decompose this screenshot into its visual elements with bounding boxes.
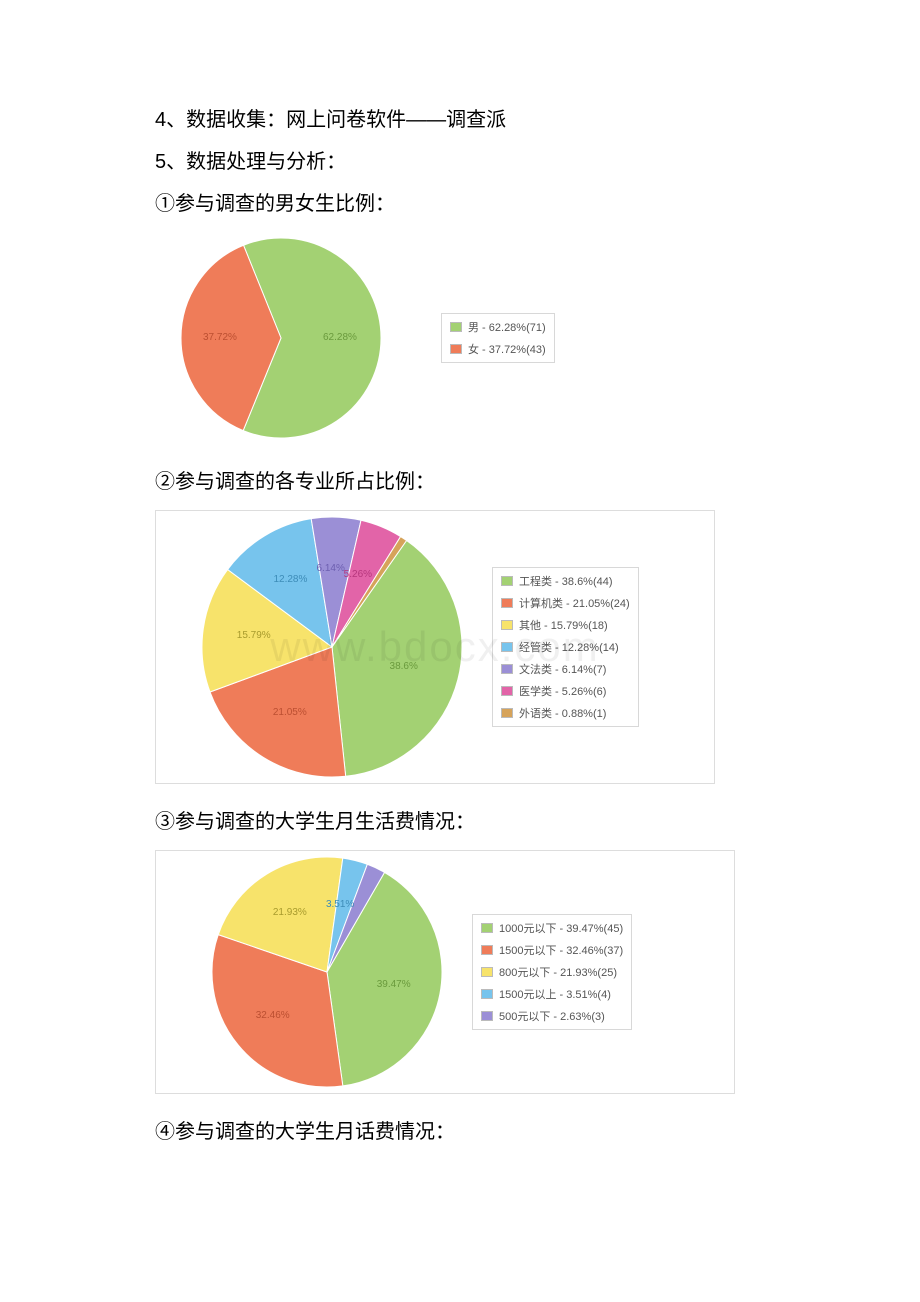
legend-label: 工程类 - 38.6%(44) <box>519 573 613 589</box>
pie-major: 38.6% 21.05% 15.79% 12.28% 6.14%5.26% <box>202 517 462 777</box>
heading-2: ②参与调查的各专业所占比例： <box>155 462 860 502</box>
pie-gender: 62.28% 37.72% <box>181 238 381 438</box>
legend-label: 1000元以下 - 39.47%(45) <box>499 920 623 936</box>
legend-expense: 1000元以下 - 39.47%(45) 1500元以下 - 32.46%(37)… <box>472 914 632 1030</box>
legend-row: 1000元以下 - 39.47%(45) <box>475 917 629 939</box>
legend-swatch <box>481 945 493 955</box>
slice-label: 38.6% <box>390 661 418 672</box>
legend-swatch <box>450 322 462 332</box>
chart-major: 38.6% 21.05% 15.79% 12.28% 6.14%5.26% 工程类 - … <box>155 510 715 784</box>
legend-label: 其他 - 15.79%(18) <box>519 617 608 633</box>
legend-swatch <box>481 967 493 977</box>
legend-swatch <box>501 598 513 608</box>
slice-label: 3.51% <box>326 899 354 910</box>
legend-row: 其他 - 15.79%(18) <box>495 614 636 636</box>
chart-expense: 39.47% 32.46% 21.93% 3.51% 1000元以下 - 39.47%… <box>155 850 735 1094</box>
legend-swatch <box>501 620 513 630</box>
legend-row: 外语类 - 0.88%(1) <box>495 702 636 724</box>
legend-label: 1500元以下 - 32.46%(37) <box>499 942 623 958</box>
legend-label: 女 - 37.72%(43) <box>468 341 546 357</box>
legend-row: 500元以下 - 2.63%(3) <box>475 1005 629 1027</box>
text-line-5: 5、数据处理与分析： <box>155 142 860 182</box>
pie-expense: 39.47% 32.46% 21.93% 3.51% <box>212 857 442 1087</box>
slice-label: 21.05% <box>273 707 307 718</box>
legend-label: 经管类 - 12.28%(14) <box>519 639 619 655</box>
legend-row: 文法类 - 6.14%(7) <box>495 658 636 680</box>
legend-swatch <box>501 576 513 586</box>
legend-swatch <box>481 989 493 999</box>
heading-4: ④参与调查的大学生月话费情况： <box>155 1112 860 1152</box>
slice-label: 32.46% <box>256 1010 290 1021</box>
legend-swatch <box>501 686 513 696</box>
legend-label: 外语类 - 0.88%(1) <box>519 705 606 721</box>
legend-swatch <box>501 642 513 652</box>
legend-row: 1500元以上 - 3.51%(4) <box>475 983 629 1005</box>
slice-label: 62.28% <box>323 332 357 343</box>
legend-label: 800元以下 - 21.93%(25) <box>499 964 617 980</box>
slice-label: 39.47% <box>377 979 411 990</box>
legend-row: 1500元以下 - 32.46%(37) <box>475 939 629 961</box>
heading-1: ①参与调查的男女生比例： <box>155 184 860 224</box>
legend-label: 文法类 - 6.14%(7) <box>519 661 606 677</box>
legend-swatch <box>501 708 513 718</box>
legend-row: 800元以下 - 21.93%(25) <box>475 961 629 983</box>
legend-swatch <box>481 1011 493 1021</box>
legend-swatch <box>481 923 493 933</box>
slice-label: 15.79% <box>237 630 271 641</box>
slice-label: 21.93% <box>273 907 307 918</box>
legend-row: 医学类 - 5.26%(6) <box>495 680 636 702</box>
legend-row: 男 - 62.28%(71) <box>444 316 552 338</box>
legend-row: 工程类 - 38.6%(44) <box>495 570 636 592</box>
legend-label: 医学类 - 5.26%(6) <box>519 683 606 699</box>
legend-row: 经管类 - 12.28%(14) <box>495 636 636 658</box>
legend-row: 女 - 37.72%(43) <box>444 338 552 360</box>
legend-label: 男 - 62.28%(71) <box>468 319 546 335</box>
legend-label: 1500元以上 - 3.51%(4) <box>499 986 611 1002</box>
chart-gender: 62.28% 37.72% 男 - 62.28%(71) 女 - 37.72%(43… <box>175 232 695 444</box>
legend-swatch <box>450 344 462 354</box>
legend-swatch <box>501 664 513 674</box>
slice-label: 6.14% <box>317 563 345 574</box>
legend-gender: 男 - 62.28%(71) 女 - 37.72%(43) <box>441 313 555 363</box>
slice-label: 5.26% <box>344 569 372 580</box>
text-line-4: 4、数据收集：网上问卷软件——调查派 <box>155 100 860 140</box>
legend-major: 工程类 - 38.6%(44) 计算机类 - 21.05%(24) 其他 - 15.… <box>492 567 639 727</box>
legend-label: 500元以下 - 2.63%(3) <box>499 1008 605 1024</box>
slice-label: 12.28% <box>273 574 307 585</box>
heading-3: ③参与调查的大学生月生活费情况： <box>155 802 860 842</box>
slice-label: 37.72% <box>203 332 237 343</box>
legend-label: 计算机类 - 21.05%(24) <box>519 595 630 611</box>
legend-row: 计算机类 - 21.05%(24) <box>495 592 636 614</box>
document-body: 4、数据收集：网上问卷软件——调查派 5、数据处理与分析： ①参与调查的男女生比… <box>0 100 920 1152</box>
